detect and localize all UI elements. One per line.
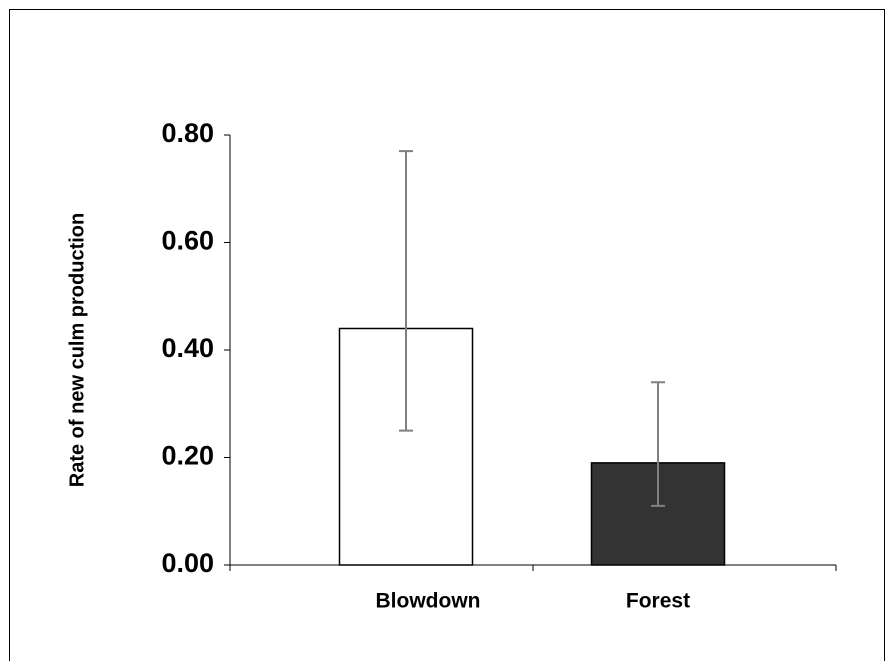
error-bar bbox=[399, 150, 413, 432]
y-tick-label: 0.00 bbox=[161, 548, 214, 578]
x-tick-label: Blowdown bbox=[376, 590, 481, 613]
y-tick-label: 0.40 bbox=[161, 333, 214, 363]
error-bar bbox=[651, 381, 665, 507]
y-tick-label: 0.20 bbox=[161, 441, 214, 471]
y-tick-label: 0.60 bbox=[161, 226, 214, 256]
y-axis-label: Rate of new culm production bbox=[66, 213, 88, 487]
y-tick-label: 0.80 bbox=[161, 118, 214, 148]
x-tick-label: Forest bbox=[626, 590, 690, 613]
